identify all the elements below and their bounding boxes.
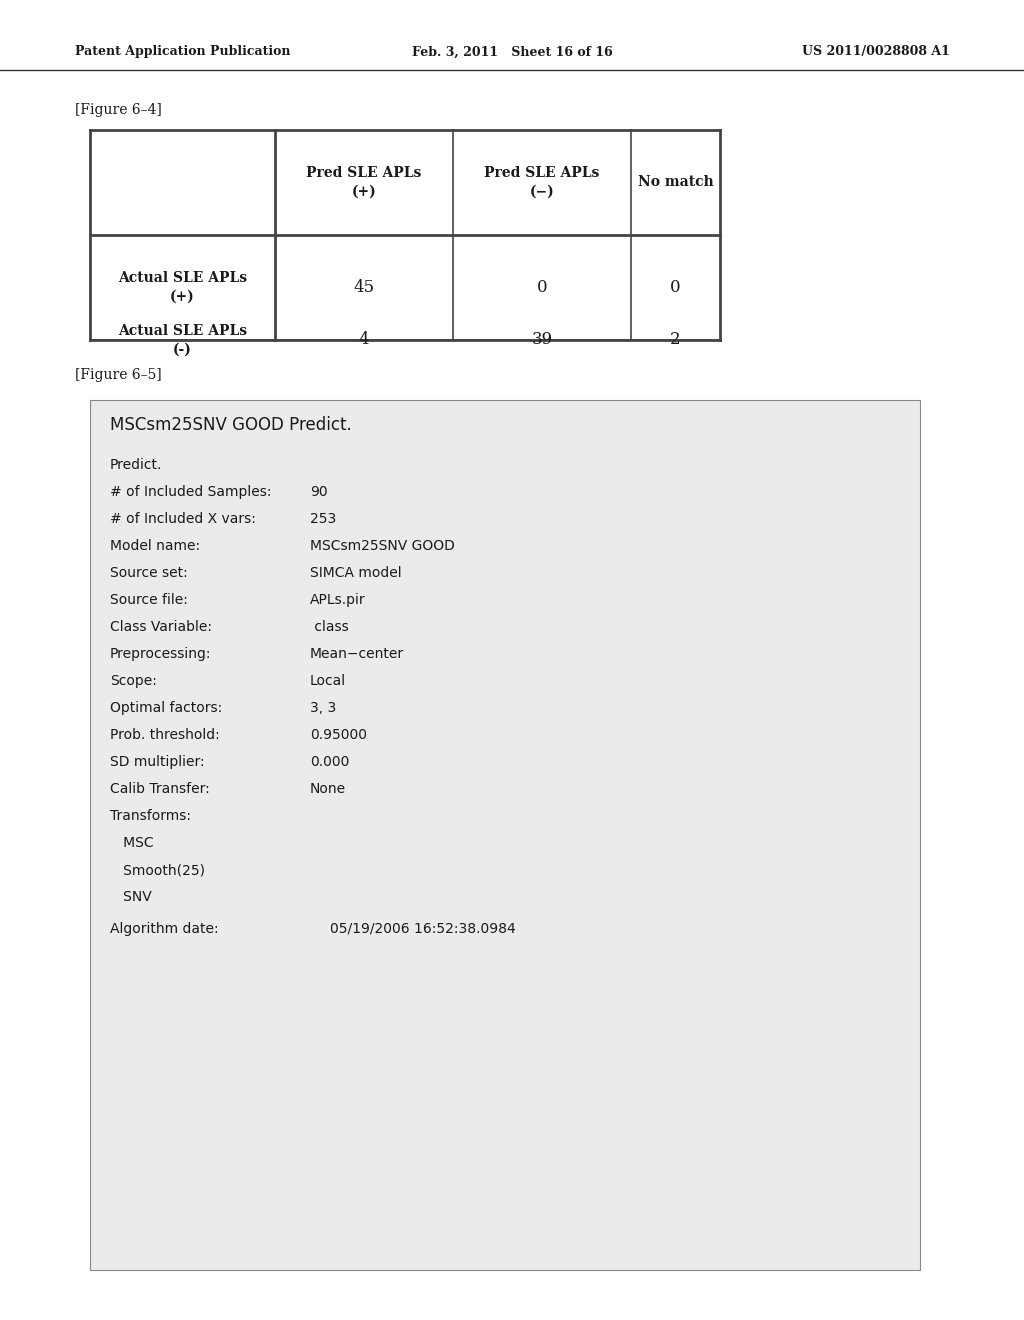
Bar	[631, 235, 720, 341]
Text: Predict.: Predict.	[110, 458, 163, 473]
Bar	[275, 129, 453, 235]
Bar	[631, 129, 720, 235]
Bar	[453, 129, 631, 235]
Text: 4: 4	[358, 331, 370, 348]
Text: Transforms:: Transforms:	[110, 809, 191, 822]
Text: SNV: SNV	[110, 890, 152, 904]
Bar	[90, 400, 920, 1270]
Text: Patent Application Publication: Patent Application Publication	[75, 45, 291, 58]
Text: Source set:: Source set:	[110, 566, 187, 579]
Text: 0: 0	[670, 279, 681, 296]
Text: # of Included Samples:: # of Included Samples:	[110, 484, 271, 499]
Text: Feb. 3, 2011   Sheet 16 of 16: Feb. 3, 2011 Sheet 16 of 16	[412, 45, 612, 58]
Bar	[275, 235, 453, 341]
Text: Scope:: Scope:	[110, 675, 157, 688]
Text: Class Variable:: Class Variable:	[110, 620, 212, 634]
Text: 90: 90	[310, 484, 328, 499]
Text: Calib Transfer:: Calib Transfer:	[110, 781, 210, 796]
Text: 39: 39	[531, 331, 553, 348]
Bar	[453, 235, 631, 341]
Text: Optimal factors:: Optimal factors:	[110, 701, 222, 715]
Text: 0.95000: 0.95000	[310, 729, 367, 742]
Text: None: None	[310, 781, 346, 796]
Text: Prob. threshold:: Prob. threshold:	[110, 729, 220, 742]
Text: MSC: MSC	[110, 836, 154, 850]
Text: Local: Local	[310, 675, 346, 688]
Text: SIMCA model: SIMCA model	[310, 566, 401, 579]
Bar	[90, 129, 275, 235]
Text: Pred SLE APLs
(+): Pred SLE APLs (+)	[306, 166, 422, 199]
Text: Smooth(25): Smooth(25)	[110, 863, 205, 876]
Text: No match: No match	[638, 176, 714, 190]
Text: [Figure 6–4]: [Figure 6–4]	[75, 103, 162, 117]
Text: Preprocessing:: Preprocessing:	[110, 647, 212, 661]
Text: 0.000: 0.000	[310, 755, 349, 770]
Text: Algorithm date:: Algorithm date:	[110, 921, 219, 936]
Text: # of Included X vars:: # of Included X vars:	[110, 512, 256, 525]
Text: 05/19/2006 16:52:38.0984: 05/19/2006 16:52:38.0984	[330, 921, 516, 936]
Text: SD multiplier:: SD multiplier:	[110, 755, 205, 770]
Text: 2: 2	[670, 331, 681, 348]
Text: class: class	[310, 620, 349, 634]
Text: Actual SLE APLs
(-): Actual SLE APLs (-)	[118, 323, 247, 356]
Text: MSCsm25SNV GOOD Predict.: MSCsm25SNV GOOD Predict.	[110, 416, 352, 434]
Text: US 2011/0028808 A1: US 2011/0028808 A1	[802, 45, 950, 58]
Text: 0: 0	[537, 279, 547, 296]
Text: 3, 3: 3, 3	[310, 701, 336, 715]
Text: Actual SLE APLs
(+): Actual SLE APLs (+)	[118, 272, 247, 304]
Bar	[90, 235, 275, 341]
Text: 45: 45	[353, 279, 375, 296]
Text: [Figure 6–5]: [Figure 6–5]	[75, 368, 162, 381]
Text: Mean−center: Mean−center	[310, 647, 404, 661]
Text: APLs.pir: APLs.pir	[310, 593, 366, 607]
Text: Pred SLE APLs
(−): Pred SLE APLs (−)	[484, 166, 600, 199]
Text: Source file:: Source file:	[110, 593, 187, 607]
Text: 253: 253	[310, 512, 336, 525]
Text: MSCsm25SNV GOOD: MSCsm25SNV GOOD	[310, 539, 455, 553]
Text: Model name:: Model name:	[110, 539, 200, 553]
